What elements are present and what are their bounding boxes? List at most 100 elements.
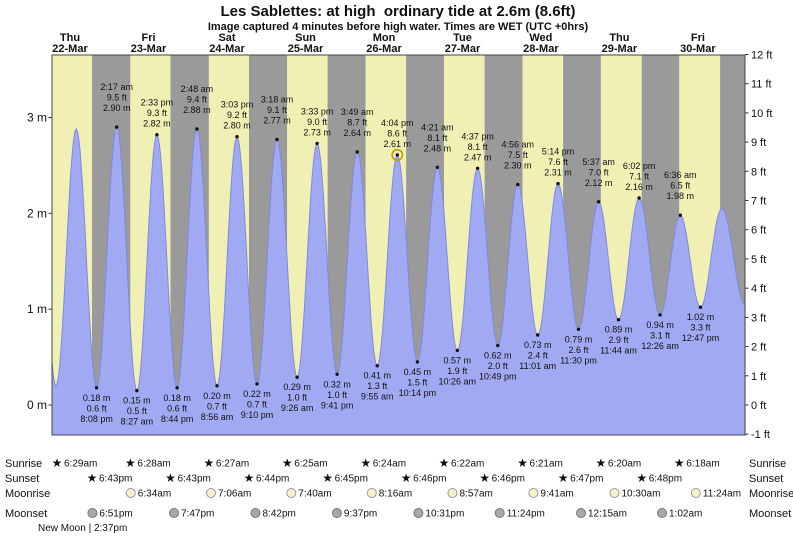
low-tide-label: 0.18 m — [83, 393, 111, 403]
low-tide-label: 11:01 am — [519, 361, 556, 371]
date-label: 22-Mar — [52, 43, 88, 55]
sunset-icon: ★ — [244, 471, 255, 485]
high-tide-label: 9.0 ft — [307, 117, 328, 127]
high-tide-label: 2.12 m — [585, 178, 613, 188]
low-tide-dot — [135, 388, 139, 393]
high-tide-label: 3:49 am — [341, 107, 374, 117]
day-labels: Thu22-MarFri23-MarSat24-MarSun25-MarMon2… — [52, 32, 716, 55]
high-tide-dot — [155, 133, 159, 137]
low-tide-label: 0.6 ft — [87, 403, 108, 413]
low-tide-label: 1.02 m — [687, 312, 715, 322]
low-tide-label: 2.6 ft — [568, 345, 589, 355]
low-tide-dot — [94, 386, 99, 390]
sunrise-icon: ★ — [596, 456, 607, 470]
low-tide-label: 8:08 pm — [80, 414, 113, 424]
high-tide-dot — [355, 150, 359, 154]
moonset-icon — [169, 508, 179, 518]
moonset-icon — [250, 508, 261, 518]
high-tide-label: 8.7 ft — [347, 118, 368, 128]
date-label: 24-Mar — [209, 43, 245, 55]
high-tide-label: 4:04 pm — [381, 118, 414, 128]
right-axis-tick-label: 8 ft — [751, 166, 766, 178]
left-axis-tick-label: 0 m — [27, 398, 47, 412]
sunset-time: 6:45pm — [335, 474, 368, 485]
sunrise-icon: ★ — [360, 456, 371, 470]
high-tide-label: 4:37 pm — [461, 131, 494, 141]
right-axis-tick-label: 3 ft — [751, 312, 766, 324]
sunset-row-label-right: Sunset — [749, 473, 783, 485]
low-tide-dot — [698, 305, 703, 309]
moonset-time: 8:42pm — [263, 509, 296, 520]
moonset-time: 12:15am — [588, 509, 627, 520]
sunrise-row-label-left: Sunrise — [5, 458, 42, 470]
high-tide-label: 2.61 m — [384, 139, 412, 149]
sun-moon-rows: ★ 6:29am ★ 6:28am ★ 6:27am ★ 6:25am ★ 6:24am ★ 6:22… — [52, 456, 741, 520]
high-tide-label: 2.82 m — [143, 119, 171, 129]
high-tide-label: 4:56 am — [502, 140, 535, 150]
date-label: 23-Mar — [131, 43, 167, 55]
low-tide-label: 0.18 m — [163, 393, 191, 403]
moonrise-icon — [286, 488, 297, 498]
right-axis-tick-label: 0 ft — [751, 400, 766, 412]
low-tide-label: 2.9 ft — [608, 335, 629, 345]
date-label: 27-Mar — [445, 43, 481, 55]
high-tide-label: 2.31 m — [544, 168, 572, 178]
low-tide-label: 10:14 pm — [399, 388, 437, 398]
day-of-week-label: Sat — [218, 32, 235, 44]
plot-border — [51, 54, 746, 436]
date-label: 25-Mar — [288, 43, 324, 55]
low-tide-label: 1.0 ft — [327, 390, 348, 400]
high-tide-label: 9.5 ft — [107, 93, 128, 103]
sunrise-icon: ★ — [674, 456, 685, 470]
low-tide-label: 10:49 pm — [479, 372, 517, 382]
moonset-time: 10:31pm — [425, 509, 464, 520]
high-tide-label: 2:17 am — [100, 82, 133, 92]
low-tide-label: 12:47 pm — [682, 333, 720, 343]
low-tide-label: 3.3 ft — [690, 323, 711, 333]
low-tide-label: 1.0 ft — [287, 393, 308, 403]
moonrise-icon — [447, 488, 458, 498]
sunset-row-label-left: Sunset — [5, 473, 39, 485]
low-tide-label: 0.7 ft — [207, 401, 228, 411]
high-tide-label: 6:36 am — [664, 170, 697, 180]
sunset-time: 6:46pm — [413, 474, 446, 485]
high-tide-dot — [115, 125, 119, 129]
high-tide-label: 8.1 ft — [427, 133, 448, 143]
sunset-icon: ★ — [479, 471, 490, 485]
day-of-week-label: Mon — [373, 32, 396, 44]
date-label: 26-Mar — [366, 43, 402, 55]
sunrise-time: 6:28am — [137, 459, 170, 470]
day-of-week-label: Fri — [141, 32, 155, 44]
low-tide-label: 0.6 ft — [167, 403, 188, 413]
sunrise-time: 6:25am — [294, 459, 327, 470]
moonset-icon — [331, 508, 342, 518]
sunset-icon: ★ — [165, 471, 176, 485]
moonrise-row-label-right: Moonrise — [749, 488, 793, 500]
high-tide-label: 2.77 m — [263, 116, 291, 126]
low-tide-label: 0.79 m — [565, 334, 593, 344]
moonrise-row-label-left: Moonrise — [5, 488, 50, 500]
high-tide-label: 6.5 ft — [670, 181, 691, 191]
date-label: 30-Mar — [680, 43, 716, 55]
low-tide-label: 8:56 am — [201, 412, 234, 422]
high-tide-dot — [678, 213, 682, 217]
moonrise-time: 9:41am — [540, 489, 573, 500]
sunrise-icon: ★ — [125, 456, 136, 470]
sunrise-time: 6:24am — [373, 459, 406, 470]
high-tide-label: 8.6 ft — [387, 128, 408, 138]
day-of-week-label: Wed — [529, 32, 552, 44]
right-axis-tick-label: 6 ft — [751, 225, 766, 237]
low-tide-dot — [616, 318, 621, 322]
moonrise-time: 8:16am — [379, 489, 412, 500]
moonset-icon — [576, 508, 586, 518]
high-tide-label: 1.98 m — [667, 191, 695, 201]
low-tide-label: 2.4 ft — [528, 351, 549, 361]
high-tide-dot — [315, 141, 319, 146]
low-tide-label: 8:27 am — [121, 417, 154, 427]
low-tide-dot — [215, 384, 219, 388]
low-tide-label: 9:10 pm — [241, 410, 274, 420]
tide-annotations: 0.18 m0.6 ft8:08 pm2:17 am9.5 ft2.90 m0.… — [80, 82, 719, 427]
low-tide-label: 0.89 m — [605, 325, 633, 335]
low-tide-dot — [175, 386, 179, 390]
